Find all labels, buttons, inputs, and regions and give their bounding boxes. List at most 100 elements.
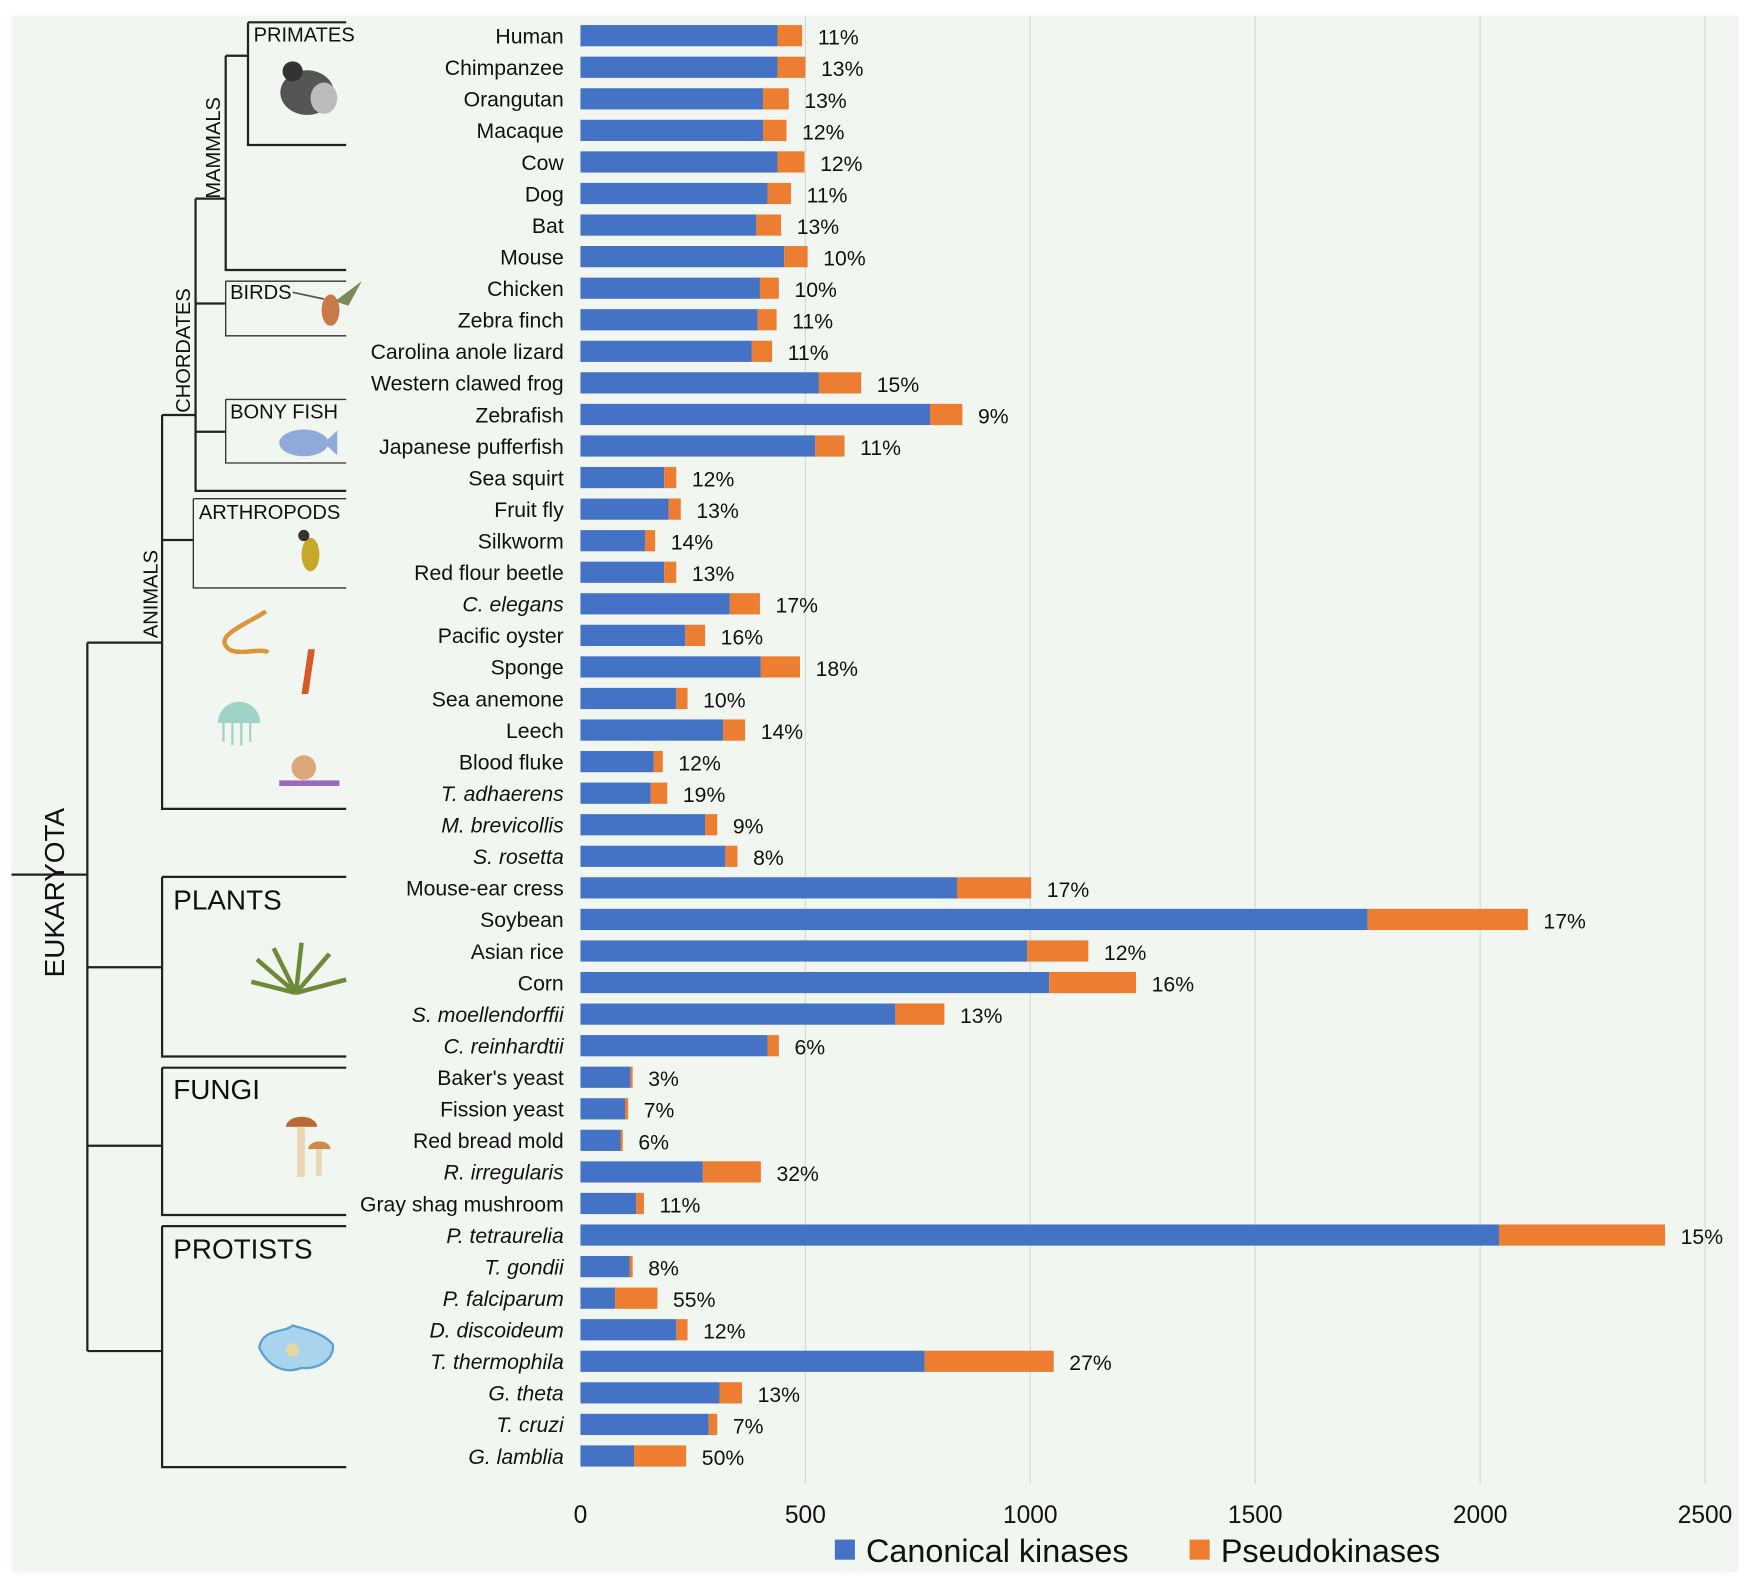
- category-label: G. theta: [488, 1383, 564, 1406]
- category-label: Human: [495, 26, 563, 49]
- bar-pseudo: [777, 56, 806, 78]
- bar-row: Mouse-ear cress 17%: [406, 877, 1089, 902]
- category-label: Cow: [521, 152, 564, 175]
- category-label: Japanese pufferfish: [379, 436, 564, 459]
- bar-row: Leech 14%: [506, 719, 803, 744]
- percent-label: 11%: [660, 1194, 701, 1217]
- percent-label: 8%: [753, 847, 784, 870]
- category-label: Sea squirt: [468, 467, 564, 490]
- x-tick-label: 1500: [1228, 1502, 1283, 1529]
- bar-canonical: [580, 372, 819, 394]
- category-label: T. adhaerens: [441, 783, 564, 806]
- clade-mammals: MAMMALS: [203, 97, 225, 199]
- bar-row: Western clawed frog 15%: [371, 372, 919, 397]
- bar-canonical: [580, 561, 665, 583]
- category-label: C. elegans: [462, 594, 564, 617]
- bar-pseudo: [615, 1287, 658, 1309]
- category-label: Western clawed frog: [371, 373, 564, 396]
- plant-icon: [250, 942, 347, 996]
- bar-pseudo: [1049, 971, 1137, 994]
- hummingbird-icon: [292, 281, 362, 326]
- percent-label: 17%: [1543, 910, 1586, 933]
- clade-birds: BIRDS: [230, 282, 291, 304]
- bar-canonical: [580, 1382, 720, 1404]
- category-label: Soybean: [480, 909, 564, 932]
- category-label: Chicken: [487, 278, 564, 301]
- bar-row: P. tetraurelia 15%: [446, 1224, 1723, 1249]
- percent-label: 55%: [673, 1289, 716, 1312]
- bar-canonical: [580, 340, 752, 362]
- x-tick-label: 500: [785, 1502, 826, 1529]
- bar-canonical: [580, 1287, 616, 1309]
- bar-pseudo: [751, 340, 773, 362]
- percent-label: 7%: [644, 1100, 675, 1123]
- bar-canonical: [580, 1445, 634, 1467]
- legend-label-canonical: Canonical kinases: [866, 1533, 1129, 1569]
- bar-row: Sea squirt 12%: [468, 466, 735, 491]
- bar-pseudo: [620, 1129, 623, 1151]
- bar-canonical: [580, 119, 764, 141]
- legend-swatch-canonical: [834, 1539, 855, 1560]
- bar-pseudo: [757, 309, 777, 331]
- bar-canonical: [580, 624, 686, 646]
- percent-label: 11%: [792, 311, 833, 334]
- percent-label: 12%: [692, 468, 735, 491]
- percent-label: 11%: [860, 437, 901, 460]
- percent-label: 9%: [733, 816, 764, 839]
- bar-pseudo: [636, 1192, 644, 1215]
- bar-pseudo: [633, 1445, 687, 1467]
- legend: Canonical kinases Pseudokinases: [834, 1533, 1440, 1569]
- bar-pseudo: [818, 372, 862, 394]
- percent-label: 3%: [648, 1068, 679, 1091]
- bar-row: Macaque 12%: [477, 119, 845, 144]
- percent-label: 7%: [733, 1415, 764, 1438]
- category-label: Silkworm: [478, 531, 564, 554]
- bar-row: Fission yeast 7%: [440, 1098, 675, 1123]
- bar-canonical: [580, 1098, 626, 1120]
- category-label: D. discoideum: [429, 1320, 563, 1343]
- category-label: Macaque: [477, 120, 564, 143]
- bar-canonical: [580, 593, 730, 615]
- clade-primates: PRIMATES: [254, 24, 355, 46]
- bar-canonical: [580, 435, 816, 457]
- category-label: Red bread mold: [413, 1130, 564, 1153]
- bar-canonical: [580, 877, 957, 899]
- bar-canonical: [580, 182, 768, 205]
- bar-row: Chimpanzee 13%: [445, 56, 864, 81]
- x-tick-label: 2500: [1678, 1502, 1733, 1529]
- percent-label: 13%: [758, 1384, 801, 1407]
- category-label: P. tetraurelia: [446, 1225, 564, 1248]
- bar-pseudo: [629, 1256, 633, 1278]
- bar-pseudo: [759, 277, 779, 299]
- category-label: R. irregularis: [444, 1162, 564, 1185]
- amoeba-icon: [257, 1324, 334, 1372]
- category-label: Chimpanzee: [445, 57, 564, 80]
- category-label: Mouse-ear cress: [406, 878, 564, 901]
- bar-pseudo: [653, 751, 663, 773]
- x-tick-label: 0: [574, 1502, 588, 1529]
- bar-row: T. gondii 8%: [484, 1256, 679, 1281]
- percent-label: 9%: [978, 405, 1009, 428]
- percent-label: 13%: [692, 563, 735, 586]
- percent-label: 27%: [1069, 1352, 1112, 1375]
- bar-row: Orangutan 13%: [464, 88, 847, 113]
- bar-row: Zebra finch 11%: [458, 309, 833, 334]
- bar-row: Cow 12%: [521, 151, 863, 176]
- category-label: Fission yeast: [440, 1099, 564, 1122]
- clade-eukaryota: EUKARYOTA: [39, 808, 70, 978]
- bar-pseudo: [956, 877, 1032, 899]
- bar-row: Bat 13%: [532, 214, 839, 239]
- clade-bony-fish: BONY FISH: [230, 401, 338, 423]
- bar-row: Sponge 18%: [491, 656, 858, 681]
- bar-pseudo: [767, 182, 791, 205]
- clade-fungi: FUNGI: [173, 1074, 260, 1105]
- bar-row: C. elegans 17%: [462, 593, 818, 618]
- category-label: T. thermophila: [430, 1351, 564, 1374]
- bar-pseudo: [676, 1319, 688, 1341]
- category-label: Bat: [532, 215, 564, 238]
- category-label: P. falciparum: [443, 1288, 564, 1311]
- percent-label: 13%: [797, 216, 840, 239]
- bar-canonical: [580, 277, 760, 299]
- bar-row: Pacific oyster 16%: [438, 624, 763, 649]
- percent-label: 13%: [696, 500, 739, 523]
